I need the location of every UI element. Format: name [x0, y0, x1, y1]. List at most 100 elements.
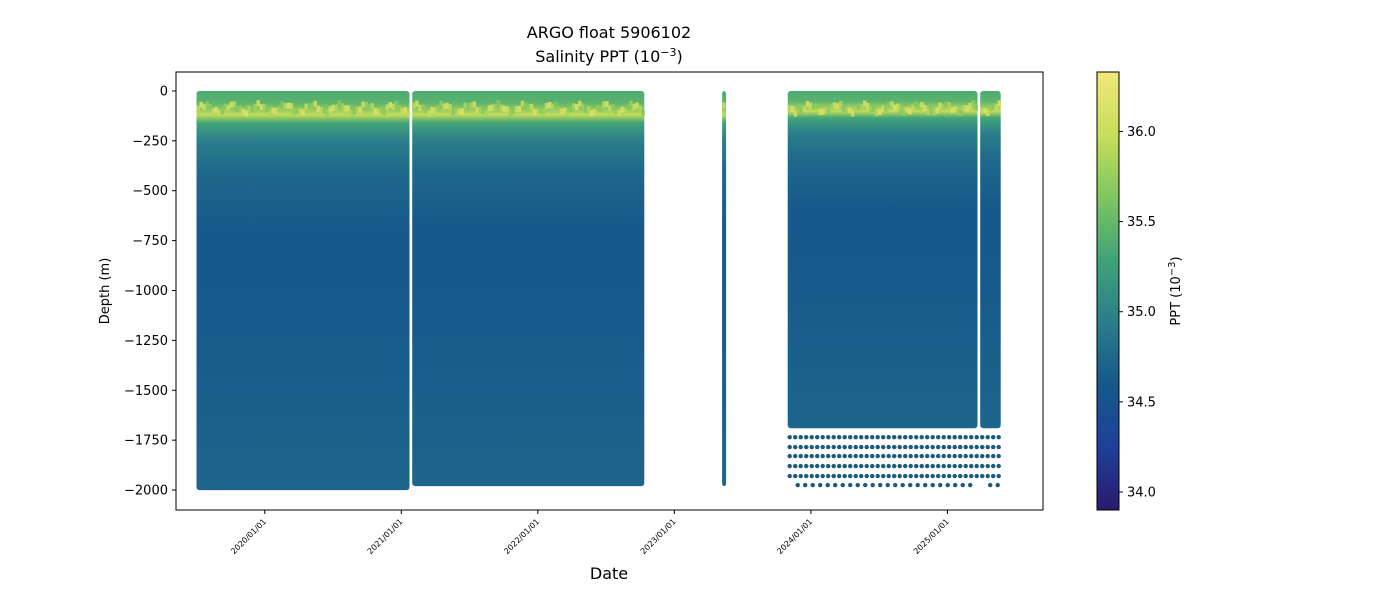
profile-segment [787, 91, 979, 488]
halocline-strip [857, 103, 861, 110]
halocline-strip [304, 103, 308, 110]
segment-rect [787, 91, 978, 429]
halocline-strip [929, 107, 933, 114]
halocline-strip [932, 109, 936, 116]
sample-dot [848, 482, 853, 488]
sample-dot [980, 435, 985, 440]
halocline-strip [617, 110, 621, 117]
halocline-strip [596, 104, 600, 111]
sample-dot [804, 453, 809, 459]
halocline-strip [575, 104, 579, 111]
sample-dot [831, 444, 836, 450]
halocline-strip [835, 103, 840, 110]
sample-dot [848, 463, 853, 469]
sample-dot [870, 435, 875, 440]
sample-dot [941, 444, 946, 450]
halocline-strip [947, 102, 951, 108]
sample-dot [881, 463, 886, 469]
halocline-strip [971, 100, 975, 107]
sample-dot [958, 435, 963, 440]
sample-dot [875, 463, 880, 469]
halocline-strip [424, 107, 428, 114]
sample-dot [996, 444, 1001, 450]
halocline-strip [550, 103, 555, 110]
halocline-strip [817, 109, 822, 115]
halocline-strip [229, 101, 233, 108]
halocline-strip [620, 106, 624, 113]
sample-dot [826, 463, 831, 469]
halocline-strip [535, 109, 540, 115]
sample-dot [840, 482, 845, 488]
sample-dot [915, 482, 920, 488]
sample-dot [996, 473, 1001, 479]
sample-dot [897, 463, 902, 469]
halocline-strip [421, 104, 425, 111]
halocline-strip [538, 107, 543, 114]
halocline-strip [337, 100, 341, 107]
halocline-strip [847, 107, 852, 114]
sample-dot [985, 435, 990, 440]
halocline-strip [917, 103, 921, 110]
sample-dot [996, 463, 1001, 469]
sample-dot [969, 473, 974, 479]
sample-dot [930, 444, 935, 450]
halocline-strip [841, 106, 846, 113]
halocline-strip [298, 108, 302, 115]
sample-dot [848, 435, 853, 440]
halocline-strip [829, 103, 834, 110]
sample-dot [925, 435, 930, 440]
sample-dot [870, 444, 875, 450]
halocline-strip [466, 103, 470, 110]
y-axis-label: Depth (m) [98, 258, 113, 325]
halocline-strip [608, 105, 612, 112]
halocline-strip [793, 110, 798, 117]
sample-dot [974, 463, 979, 469]
sample-dot [958, 444, 963, 450]
sample-dot [914, 435, 919, 440]
sample-dot [936, 453, 941, 459]
halocline-strip [391, 103, 395, 110]
sample-dot [919, 463, 924, 469]
halocline-strip [991, 103, 996, 110]
halocline-strip [331, 104, 335, 111]
sample-dot [991, 463, 996, 469]
halocline-strip [844, 108, 849, 114]
sample-dot [837, 473, 842, 479]
halocline-strip [220, 108, 224, 115]
sample-dot [969, 435, 974, 440]
sample-dot [980, 473, 985, 479]
sample-dot [886, 444, 891, 450]
halocline-strip [511, 107, 516, 114]
halocline-strip [941, 104, 945, 111]
chart-title-line1: ARGO float 5906102 [527, 23, 691, 42]
sample-dot [991, 453, 996, 459]
sample-dot [798, 453, 803, 459]
sample-dot [996, 453, 1001, 459]
sample-dot [974, 453, 979, 459]
sample-dot [793, 463, 798, 469]
y-tick-label: −500 [132, 184, 168, 199]
sample-dot [952, 435, 957, 440]
halocline-strip [364, 101, 368, 108]
halocline-strip [968, 102, 972, 109]
halocline-strip [520, 100, 525, 107]
sample-dot [878, 482, 883, 488]
sample-dot [881, 444, 886, 450]
halocline-strip [334, 104, 338, 111]
profile-segment [722, 91, 727, 487]
sample-dot [903, 463, 908, 469]
chart-title-line2: Salinity PPT (10−3) [535, 46, 683, 66]
sample-dot [815, 463, 820, 469]
sample-dot [804, 473, 809, 479]
sample-dot [853, 453, 858, 459]
halocline-strip [926, 109, 930, 116]
halocline-strip [920, 101, 924, 108]
halocline-strip [541, 108, 546, 115]
sample-dot [842, 453, 847, 459]
sample-dot [900, 482, 905, 488]
sample-dot [892, 463, 897, 469]
colorbar-label: PPT (10−3) [1167, 256, 1184, 325]
halocline-strip [376, 109, 380, 116]
sample-dot [958, 463, 963, 469]
